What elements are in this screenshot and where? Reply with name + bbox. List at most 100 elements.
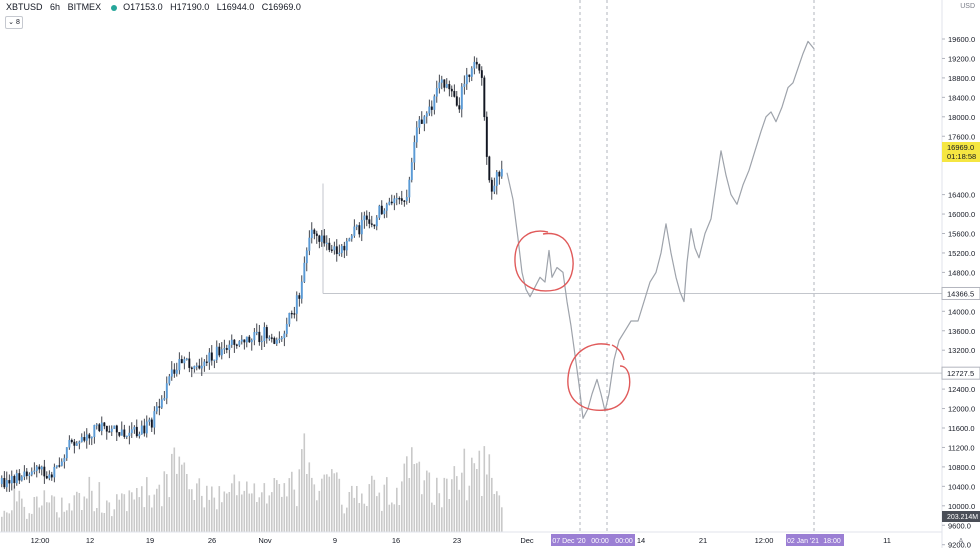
interval[interactable]: 6h xyxy=(50,2,61,12)
auto-scale-button[interactable]: A xyxy=(959,538,964,545)
price-tick-label: 16400.0 xyxy=(948,191,975,200)
date-tick-label: 19 xyxy=(146,536,154,545)
candle-down xyxy=(293,313,296,315)
date-tick-label: 11 xyxy=(883,536,891,545)
volume-bar xyxy=(103,513,106,532)
date-tick-label: 12 xyxy=(86,536,94,545)
candle-up xyxy=(463,83,466,87)
volume-bar xyxy=(53,496,56,532)
candle-up xyxy=(203,361,206,367)
volume-bar xyxy=(301,449,303,532)
volume-bar xyxy=(456,476,458,532)
volume-bar xyxy=(151,507,153,532)
candle-down xyxy=(478,64,481,71)
candle-down xyxy=(450,88,453,92)
volume-bar xyxy=(228,492,231,532)
candle-up xyxy=(253,332,256,341)
volume-bar xyxy=(21,498,23,532)
volume-bar xyxy=(346,507,348,532)
volume-bar xyxy=(366,506,368,532)
volume-bar xyxy=(31,513,33,532)
candle-up xyxy=(178,359,181,371)
candle-up xyxy=(130,429,133,434)
candle-down xyxy=(455,96,458,106)
candle-down xyxy=(98,424,101,432)
candle-down xyxy=(3,478,6,488)
price-tick-label: 12400.0 xyxy=(948,385,975,394)
volume-bar xyxy=(386,477,388,532)
volume-bar xyxy=(223,491,226,532)
candle-down xyxy=(190,367,193,369)
indicator-count: 8 xyxy=(15,19,20,26)
volume-bar xyxy=(46,502,48,532)
indicators-toggle-button[interactable]: ⌄ 8 xyxy=(5,16,23,29)
candle-down xyxy=(453,90,456,97)
candle-down xyxy=(38,466,41,470)
price-tick-label: 15600.0 xyxy=(948,230,975,239)
candle-down xyxy=(270,337,273,339)
volume-bars xyxy=(1,433,503,532)
volume-bar xyxy=(78,493,81,532)
candle-down xyxy=(188,358,191,368)
volume-bar xyxy=(193,500,196,532)
candle-up xyxy=(493,185,496,192)
volume-bar xyxy=(173,447,176,532)
symbol-name[interactable]: XBTUSD xyxy=(6,2,43,12)
candle-down xyxy=(143,425,146,434)
candle-up xyxy=(193,366,196,369)
vertical-markers xyxy=(579,0,815,532)
countdown-label: 01:18:58 xyxy=(947,152,976,161)
volume-bar xyxy=(156,488,158,532)
candle-down xyxy=(448,84,451,90)
candle-up xyxy=(245,336,248,343)
candle-down xyxy=(88,434,91,439)
candle-up xyxy=(110,428,113,432)
candles xyxy=(0,56,503,492)
candle-down xyxy=(135,426,138,437)
price-tick-label: 15200.0 xyxy=(948,249,975,258)
candle-down xyxy=(458,105,461,110)
candle-up xyxy=(80,437,83,442)
date-tick-label: 9 xyxy=(333,536,337,545)
candle-up xyxy=(383,210,386,215)
volume-bar xyxy=(406,456,408,532)
candle-up xyxy=(238,341,241,346)
volume-bar xyxy=(36,496,38,532)
candle-down xyxy=(343,245,346,251)
candle-up xyxy=(168,376,171,384)
volume-bar xyxy=(391,502,393,532)
volume-bar xyxy=(216,509,218,532)
volume-bar xyxy=(3,510,6,532)
projection-line xyxy=(506,40,815,419)
candle-up xyxy=(465,74,468,85)
candle-up xyxy=(195,365,198,367)
volume-bar xyxy=(38,507,41,532)
volume-bar xyxy=(251,493,253,532)
volume-bar xyxy=(243,490,246,532)
chevron-down-icon: ⌄ xyxy=(8,19,14,26)
candle-up xyxy=(138,433,141,437)
ohlc-low: L16944.0 xyxy=(216,2,255,12)
candle-up xyxy=(250,339,253,343)
volume-bar xyxy=(28,513,31,532)
volume-bar xyxy=(306,474,308,532)
candle-down xyxy=(218,346,221,356)
volume-bar xyxy=(321,478,323,532)
price-tick-label: 18000.0 xyxy=(948,113,975,122)
market-status-icon xyxy=(110,4,117,11)
volume-bar xyxy=(486,474,488,532)
volume-bar xyxy=(178,456,181,532)
annotation-circle-upper xyxy=(514,230,574,292)
candle-up xyxy=(145,421,148,434)
candle-up xyxy=(263,327,266,342)
candle-up xyxy=(185,358,188,360)
volume-bar xyxy=(163,471,166,532)
volume-bar xyxy=(58,517,61,532)
candle-up xyxy=(375,217,378,227)
price-tick-label: 14800.0 xyxy=(948,268,975,277)
candle-up xyxy=(23,471,26,477)
volume-bar xyxy=(316,500,318,532)
volume-bar xyxy=(41,505,43,532)
